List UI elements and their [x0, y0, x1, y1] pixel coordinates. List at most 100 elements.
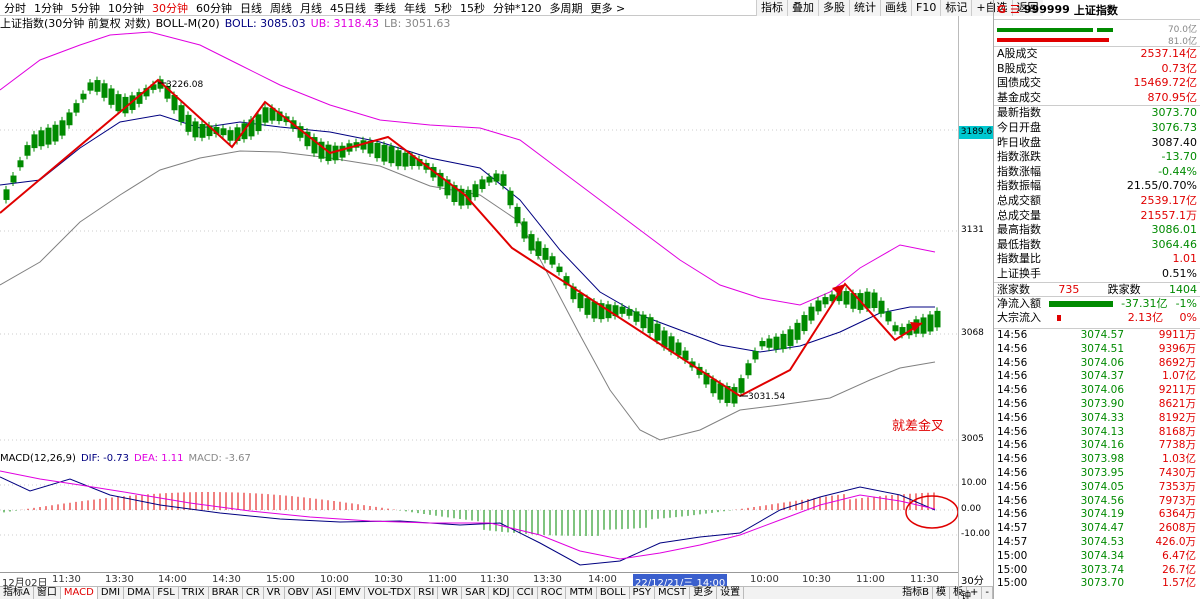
period-tab[interactable]: 月线	[300, 1, 322, 15]
indicator-tab[interactable]: VOL-TDX	[365, 587, 416, 599]
indicator-tab[interactable]: 窗口	[34, 587, 61, 599]
toolbar-button[interactable]: 叠加	[787, 0, 818, 16]
indicator-tool[interactable]: +	[967, 587, 983, 599]
indicator-tab[interactable]: DMA	[124, 587, 155, 599]
period-tab[interactable]: 5秒	[434, 1, 452, 15]
period-tab[interactable]: 30分钟	[152, 1, 188, 15]
candle-body	[843, 291, 850, 305]
bar-value-1: 70.0亿	[1167, 25, 1197, 35]
toolbar-button[interactable]: 多股	[818, 0, 849, 16]
period-tab[interactable]: 分钟*120	[493, 1, 542, 15]
period-tab[interactable]: 15秒	[460, 1, 485, 15]
period-tab[interactable]: 多周期	[549, 1, 583, 15]
indicator-tab[interactable]: BOLL	[597, 587, 630, 599]
indicator-tab[interactable]: EMV	[336, 587, 365, 599]
blockflow-label: 大宗流入	[997, 310, 1041, 324]
period-tab[interactable]: 60分钟	[196, 1, 232, 15]
stat-row: 国债成交 15469.72亿	[994, 76, 1200, 91]
macd-dif: DIF: -0.73	[80, 452, 129, 464]
indicator-tab[interactable]: OBV	[285, 587, 313, 599]
indicator-tool[interactable]: 模	[933, 587, 950, 599]
stat-row: 指数涨幅 -0.44%	[994, 165, 1200, 180]
index-code: 999999	[1023, 3, 1070, 16]
indicator-tab[interactable]: MACD	[60, 587, 98, 599]
period-tab[interactable]: 1分钟	[34, 1, 63, 15]
macd-chart[interactable]	[0, 465, 958, 573]
candlestick-chart[interactable]: 3226.08 3031.54 就差金叉	[0, 30, 958, 451]
macd-info-line: MACD(12,26,9) DIF: -0.73 DEA: 1.11 MACD:…	[0, 452, 256, 464]
menu-icon[interactable]: ☰	[1010, 3, 1020, 16]
toolbar-button[interactable]: +自选	[971, 0, 1012, 16]
toolbar-button[interactable]: 指标	[756, 0, 787, 16]
stat-label: 上证换手	[997, 266, 1041, 280]
candle-body	[773, 336, 780, 350]
indicator-tool[interactable]: 指标B	[899, 587, 933, 599]
indicator-tab[interactable]: 更多	[690, 587, 718, 599]
candle-body	[94, 80, 101, 92]
candle-body	[654, 323, 661, 341]
candle-body	[451, 185, 458, 202]
indicator-tab[interactable]: CR	[243, 587, 264, 599]
candle-body	[738, 378, 745, 393]
period-tab[interactable]: 10分钟	[108, 1, 144, 15]
indicator-tool[interactable]: -	[982, 587, 993, 599]
indicator-tab[interactable]: TRIX	[179, 587, 209, 599]
candle-body	[38, 130, 45, 147]
indicator-tab[interactable]: CCI	[514, 587, 538, 599]
tick-row: 14:56 3073.90 8621万	[994, 398, 1200, 412]
tick-price: 3074.56	[1080, 494, 1124, 507]
period-tab[interactable]: 日线	[240, 1, 262, 15]
toolbar-button[interactable]: F10	[911, 0, 941, 16]
indicator-tab[interactable]: 设置	[717, 587, 745, 599]
indicator-tab[interactable]: RSI	[415, 587, 439, 599]
period-tab[interactable]: 周线	[270, 1, 292, 15]
toolbar-button[interactable]: 返回	[1011, 0, 1043, 16]
indicator-tab[interactable]: KDJ	[489, 587, 514, 599]
tick-volume: 6364万	[1158, 508, 1196, 521]
tick-time: 14:56	[997, 329, 1028, 341]
tick-volume: 8192万	[1158, 411, 1196, 424]
boll-mid-line	[0, 114, 935, 353]
indicator-tab[interactable]: 指标A	[0, 587, 34, 599]
stat-value: 3073.70	[1151, 106, 1198, 120]
period-tab[interactable]: 年线	[404, 1, 426, 15]
period-tab[interactable]: 分时	[4, 1, 26, 15]
tick-price: 3074.19	[1080, 508, 1124, 521]
stat-value: 3076.73	[1151, 120, 1198, 134]
indicator-tab[interactable]: SAR	[462, 587, 490, 599]
stat-row: 最新指数 3073.70	[994, 106, 1200, 121]
indicator-tab[interactable]: VR	[264, 587, 285, 599]
bar-red	[997, 38, 1109, 42]
period-tab[interactable]: 45日线	[330, 1, 366, 15]
stat-row: A股成交 2537.14亿	[994, 47, 1200, 62]
indicator-tab[interactable]: PSY	[630, 587, 656, 599]
turnover-rows: A股成交 2537.14亿 B股成交 0.73亿 国债成交 15469.72亿 基金成交 87…	[994, 46, 1200, 105]
period-tab[interactable]: 季线	[374, 1, 396, 15]
stat-value: 870.95亿	[1147, 90, 1198, 104]
indicator-tab[interactable]: FSL	[154, 587, 179, 599]
tick-volume: 26.7亿	[1162, 563, 1196, 576]
tick-time: 14:56	[997, 466, 1028, 479]
period-tab[interactable]: 更多 >	[590, 1, 626, 15]
macd-dea: DEA: 1.11	[134, 452, 184, 464]
indicator-tab[interactable]: MTM	[566, 587, 597, 599]
stat-row: 基金成交 870.95亿	[994, 91, 1200, 106]
tick-time: 14:57	[997, 535, 1028, 548]
macd-value: MACD: -3.67	[188, 452, 251, 464]
toolbar-button[interactable]: 标记	[940, 0, 972, 16]
candle-body	[794, 322, 801, 340]
candle-body	[724, 385, 731, 403]
indicator-tab[interactable]: ROC	[538, 587, 567, 599]
indicator-tab[interactable]: WR	[438, 587, 463, 599]
indicator-tab[interactable]: ASI	[313, 587, 336, 599]
indicator-tab[interactable]: MCST	[655, 587, 691, 599]
candle-body	[808, 306, 815, 321]
indicator-tab[interactable]: DMI	[98, 587, 125, 599]
candle-body	[598, 303, 605, 320]
toolbar-button[interactable]: 统计	[849, 0, 880, 16]
period-tab[interactable]: 5分钟	[71, 1, 100, 15]
toolbar-button[interactable]: 画线	[880, 0, 911, 16]
low-annotation: 3031.54	[748, 392, 785, 402]
blockflow-row: 大宗流入 2.13亿 0%	[994, 311, 1200, 326]
indicator-tab[interactable]: BRAR	[209, 587, 243, 599]
